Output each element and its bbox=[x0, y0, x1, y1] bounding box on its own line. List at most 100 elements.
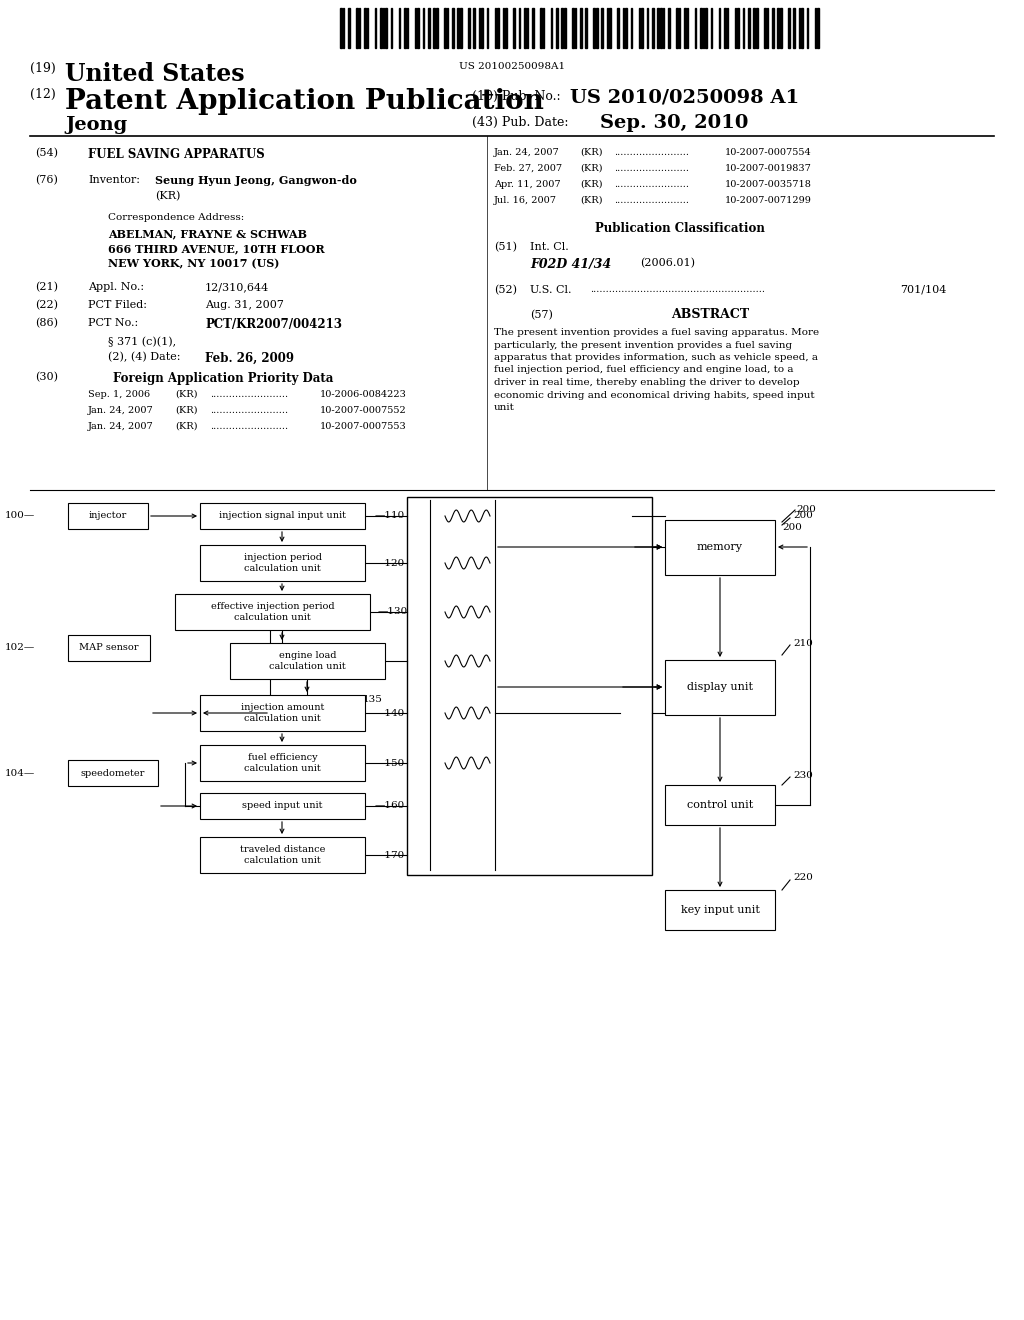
Bar bbox=[433, 8, 435, 48]
Text: —160: —160 bbox=[375, 801, 406, 810]
Text: 100—: 100— bbox=[5, 511, 35, 520]
Text: Appl. No.:: Appl. No.: bbox=[88, 282, 144, 292]
Text: F02D 41/34: F02D 41/34 bbox=[530, 257, 611, 271]
Text: ........................: ........................ bbox=[614, 164, 689, 173]
Text: The present invention provides a fuel saving apparatus. More
particularly, the p: The present invention provides a fuel sa… bbox=[494, 327, 819, 412]
Text: speedometer: speedometer bbox=[81, 768, 145, 777]
Bar bbox=[788, 8, 790, 48]
Text: ........................: ........................ bbox=[614, 148, 689, 157]
Text: (19): (19) bbox=[30, 62, 55, 75]
Bar bbox=[626, 8, 627, 48]
Bar bbox=[623, 8, 625, 48]
Bar bbox=[473, 8, 475, 48]
Bar bbox=[556, 8, 558, 48]
Bar bbox=[700, 8, 701, 48]
Text: (51): (51) bbox=[494, 242, 517, 252]
Bar bbox=[711, 8, 713, 48]
Text: PCT/KR2007/004213: PCT/KR2007/004213 bbox=[205, 318, 342, 331]
Bar bbox=[343, 8, 344, 48]
Bar bbox=[706, 8, 707, 48]
Text: 10-2007-0007552: 10-2007-0007552 bbox=[319, 407, 407, 414]
Bar bbox=[348, 8, 350, 48]
Text: (21): (21) bbox=[35, 282, 58, 292]
Text: fuel efficiency
calculation unit: fuel efficiency calculation unit bbox=[244, 754, 321, 772]
Bar bbox=[540, 8, 542, 48]
Text: 666 THIRD AVENUE, 10TH FLOOR: 666 THIRD AVENUE, 10TH FLOOR bbox=[108, 243, 325, 253]
Text: US 2010/0250098 A1: US 2010/0250098 A1 bbox=[570, 88, 800, 106]
Text: ABSTRACT: ABSTRACT bbox=[671, 308, 750, 321]
Bar bbox=[428, 8, 430, 48]
Text: Jan. 24, 2007: Jan. 24, 2007 bbox=[88, 422, 154, 432]
Bar bbox=[764, 8, 766, 48]
Bar bbox=[647, 8, 648, 48]
Text: Jul. 16, 2007: Jul. 16, 2007 bbox=[494, 195, 557, 205]
Bar bbox=[478, 8, 480, 48]
Bar bbox=[415, 8, 417, 48]
Bar bbox=[652, 8, 653, 48]
Bar bbox=[200, 837, 365, 873]
Bar bbox=[564, 8, 565, 48]
Bar bbox=[780, 8, 781, 48]
Bar bbox=[458, 8, 459, 48]
Text: Feb. 26, 2009: Feb. 26, 2009 bbox=[205, 352, 294, 366]
Bar bbox=[380, 8, 382, 48]
Text: Feb. 27, 2007: Feb. 27, 2007 bbox=[494, 164, 562, 173]
Text: .........................: ......................... bbox=[210, 407, 288, 414]
Text: engine load
calculation unit: engine load calculation unit bbox=[269, 651, 346, 671]
Text: Foreign Application Priority Data: Foreign Application Priority Data bbox=[113, 372, 334, 385]
Text: speed input unit: speed input unit bbox=[243, 801, 323, 810]
Bar bbox=[200, 503, 365, 529]
Bar bbox=[561, 8, 563, 48]
Bar bbox=[68, 635, 150, 661]
Bar bbox=[407, 498, 652, 875]
Bar bbox=[665, 890, 775, 931]
Bar bbox=[665, 660, 775, 715]
Bar bbox=[200, 793, 365, 818]
Bar bbox=[631, 8, 633, 48]
Bar bbox=[767, 8, 768, 48]
Bar bbox=[551, 8, 552, 48]
Bar bbox=[452, 8, 454, 48]
Bar bbox=[505, 8, 507, 48]
Bar bbox=[668, 8, 670, 48]
Text: § 371 (c)(1),: § 371 (c)(1), bbox=[108, 337, 176, 347]
Text: (57): (57) bbox=[530, 310, 553, 321]
Bar bbox=[526, 8, 528, 48]
Text: effective injection period
calculation unit: effective injection period calculation u… bbox=[211, 602, 334, 622]
Bar bbox=[572, 8, 573, 48]
Text: 10-2007-0007554: 10-2007-0007554 bbox=[725, 148, 812, 157]
Text: 230: 230 bbox=[793, 771, 813, 780]
Text: —170: —170 bbox=[375, 850, 406, 859]
Bar bbox=[593, 8, 595, 48]
Text: key input unit: key input unit bbox=[681, 906, 760, 915]
Bar bbox=[468, 8, 470, 48]
Bar bbox=[486, 8, 488, 48]
Text: 210: 210 bbox=[793, 639, 813, 648]
Bar bbox=[543, 8, 545, 48]
Text: (52): (52) bbox=[494, 285, 517, 296]
Text: 701/104: 701/104 bbox=[900, 285, 946, 294]
Text: 10-2007-0071299: 10-2007-0071299 bbox=[725, 195, 812, 205]
Text: (10) Pub. No.:: (10) Pub. No.: bbox=[472, 90, 560, 103]
Bar bbox=[503, 8, 505, 48]
Bar bbox=[596, 8, 598, 48]
Bar bbox=[446, 8, 449, 48]
Text: (54): (54) bbox=[35, 148, 58, 158]
Text: 220: 220 bbox=[793, 874, 813, 883]
Text: Inventor:: Inventor: bbox=[88, 176, 140, 185]
Bar bbox=[601, 8, 603, 48]
Bar bbox=[200, 744, 365, 781]
Bar bbox=[724, 8, 726, 48]
Text: (KR): (KR) bbox=[580, 180, 602, 189]
Text: —150: —150 bbox=[375, 759, 406, 767]
Text: NEW YORK, NY 10017 (US): NEW YORK, NY 10017 (US) bbox=[108, 257, 280, 269]
Bar bbox=[385, 8, 387, 48]
Bar bbox=[727, 8, 728, 48]
Bar bbox=[737, 8, 739, 48]
Text: 12/310,644: 12/310,644 bbox=[205, 282, 269, 292]
Bar bbox=[702, 8, 705, 48]
Bar bbox=[383, 8, 384, 48]
Text: injection amount
calculation unit: injection amount calculation unit bbox=[241, 704, 325, 723]
Bar bbox=[418, 8, 419, 48]
Text: 200: 200 bbox=[782, 523, 802, 532]
